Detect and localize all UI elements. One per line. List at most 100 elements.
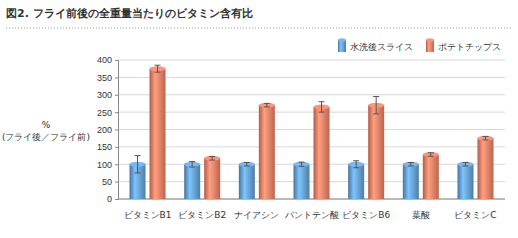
error-bar-cap	[189, 161, 195, 162]
grid-line	[118, 181, 505, 182]
error-bar	[244, 163, 250, 166]
error-bar-cap	[462, 162, 468, 163]
title-rule	[6, 28, 512, 29]
legend-swatch-top	[338, 38, 346, 42]
bar	[239, 164, 255, 199]
bar	[368, 105, 384, 199]
error-bar-stem	[376, 96, 377, 113]
bar-top	[259, 103, 275, 108]
title: 図2. フライ前後の全重量当たりのビタミン含有比	[6, 7, 253, 20]
error-bar-cap	[264, 103, 270, 104]
error-bar-stem	[465, 163, 466, 166]
y-tick-label: 350	[97, 73, 112, 83]
bar-top	[423, 152, 439, 157]
bar	[457, 164, 473, 199]
x-tick-label: ビタミンB1	[124, 210, 172, 220]
y-tick: 400	[97, 55, 118, 65]
error-bar	[353, 161, 359, 168]
y-tick: 0	[107, 194, 118, 204]
error-bar-stem	[212, 157, 213, 160]
y-tick-mark	[115, 130, 118, 131]
x-tick-label: 葉酸	[412, 210, 430, 220]
y-tick: 300	[97, 90, 118, 100]
bar-top	[403, 162, 419, 167]
error-bar-cap	[462, 165, 468, 166]
y-axis-line	[115, 61, 119, 200]
bar	[259, 105, 275, 199]
bar	[204, 158, 220, 199]
error-bar	[155, 65, 161, 72]
plot-area	[130, 65, 494, 199]
error-bar-stem	[485, 136, 486, 139]
error-bar-cap	[155, 65, 161, 66]
y-tick-label: 150	[97, 142, 112, 152]
x-tick-label: ビタミンB2	[178, 210, 226, 220]
y-tick-label: 250	[97, 108, 112, 118]
y-tick-label: 50	[102, 177, 112, 187]
y-tick: 200	[97, 125, 118, 135]
legend-label: ポテトチップス	[438, 42, 501, 52]
y-tick: 100	[97, 160, 118, 170]
y-tick-label: 0	[107, 194, 112, 204]
y-tick-mark	[115, 60, 118, 61]
error-bar-stem	[192, 161, 193, 167]
error-bar-cap	[209, 156, 215, 157]
grid-line	[118, 77, 505, 78]
error-bar	[135, 156, 141, 173]
error-bar-cap	[135, 172, 141, 173]
bar-top	[348, 162, 364, 167]
error-bar-cap	[319, 101, 325, 102]
error-bar-stem	[430, 153, 431, 156]
x-tick-label: ナイアシン	[234, 210, 279, 220]
error-bar-stem	[410, 163, 411, 166]
error-bar	[373, 96, 379, 113]
y-axis-title: %(フライ後／フライ前)	[2, 120, 90, 142]
y-tick-mark	[115, 164, 118, 165]
grid-line	[118, 199, 505, 200]
bar-top	[457, 162, 473, 167]
y-tick-label: 200	[97, 125, 112, 135]
y-tick-mark	[115, 147, 118, 148]
y-tick-label: 400	[97, 55, 112, 65]
legend: 水洗後スライスポテトチップス	[338, 38, 501, 52]
x-tick-label: パントテン酸	[284, 210, 339, 220]
legend-swatch-top	[426, 38, 434, 42]
y-tick-mark	[115, 199, 118, 200]
error-bar-cap	[373, 113, 379, 114]
error-bar-cap	[155, 72, 161, 73]
bar-top	[294, 162, 310, 167]
error-bar-cap	[373, 96, 379, 97]
bar	[150, 69, 166, 199]
y-tick: 350	[97, 73, 118, 83]
y-tick-label: 300	[97, 90, 112, 100]
error-bar	[428, 153, 434, 156]
error-bar	[209, 157, 215, 160]
error-bar-cap	[189, 167, 195, 168]
error-bar-cap	[428, 152, 434, 153]
y-tick-label: 100	[97, 160, 112, 170]
error-bar-stem	[266, 103, 267, 106]
y-axis: 0 50 100 150 200 250 300 350 400	[97, 55, 119, 204]
bar	[403, 164, 419, 199]
grid-line	[118, 129, 505, 130]
error-bar-stem	[157, 65, 158, 72]
y-tick: 150	[97, 142, 118, 152]
error-bar	[299, 162, 305, 166]
error-bar-stem	[301, 162, 302, 166]
bar	[348, 164, 364, 199]
error-bar-cap	[319, 112, 325, 113]
error-bar-cap	[244, 165, 250, 166]
chart: 図2. フライ前後の全重量当たりのビタミン含有比 0 50 100 150 200 250 3…	[0, 0, 518, 238]
bar	[423, 155, 439, 199]
y-tick-mark	[115, 77, 118, 78]
error-bar	[189, 161, 195, 167]
bar	[477, 138, 493, 199]
error-bar-cap	[353, 160, 359, 161]
bar	[314, 107, 330, 199]
error-bar-cap	[428, 156, 434, 157]
error-bar	[408, 163, 414, 166]
error-bar-cap	[408, 162, 414, 163]
y-tick-mark	[115, 182, 118, 183]
error-bar-cap	[209, 160, 215, 161]
error-bar-cap	[353, 167, 359, 168]
